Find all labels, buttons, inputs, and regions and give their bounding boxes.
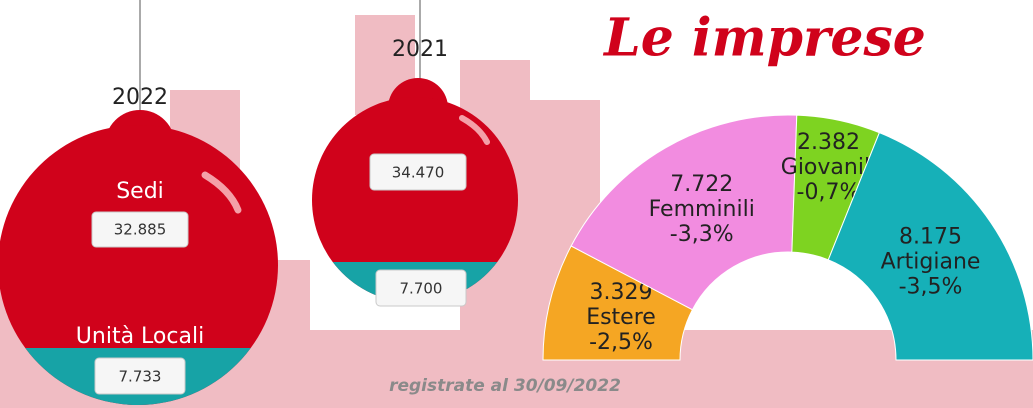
year: 2021 (392, 37, 448, 62)
label: Sedi (116, 179, 164, 204)
year: 2022 (112, 85, 168, 110)
segment-label: 3.329 (590, 280, 653, 305)
value-box (91, 211, 189, 248)
segment-label: Artigiane (881, 250, 981, 275)
value-box (369, 153, 467, 191)
segment-label: Estere (586, 305, 656, 330)
value-box (94, 357, 186, 395)
value-box (375, 269, 467, 307)
segment-label: -0,7% (797, 180, 861, 205)
segment-label: -3,3% (670, 222, 734, 247)
segment-label: Femminili (649, 197, 755, 222)
segment-label: 2.382 (797, 130, 860, 155)
value: 7.700 (400, 280, 443, 298)
value: 32.885 (114, 221, 167, 239)
segment (570, 114, 798, 311)
segment-label: Giovanili (781, 155, 876, 180)
segment-label: -3,5% (899, 275, 963, 300)
segment-label: 7.722 (670, 172, 733, 197)
segment-label: 8.175 (899, 225, 962, 250)
value: 34.470 (392, 164, 445, 182)
footnote: registrate al 30/09/2022 (389, 376, 621, 396)
value: 7.733 (119, 368, 162, 386)
segment-label: -2,5% (589, 330, 653, 355)
label: Unità Locali (76, 324, 204, 349)
title: Le imprese (602, 8, 926, 69)
segment (827, 132, 1033, 361)
